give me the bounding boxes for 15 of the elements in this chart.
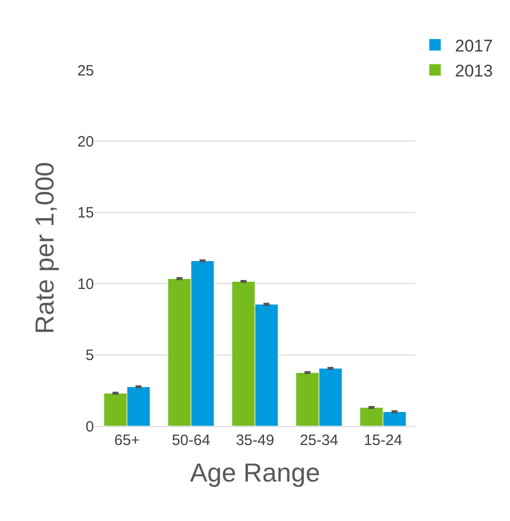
y-axis-title: Rate per 1,000 — [30, 162, 60, 334]
x-tick-label: 35-49 — [236, 432, 274, 449]
y-tick-label: 25 — [77, 62, 94, 80]
x-axis-title: Age Range — [190, 458, 320, 488]
legend-label: 2013 — [455, 62, 493, 81]
y-tick-label: 15 — [77, 204, 94, 222]
y-tick-label: 5 — [86, 347, 94, 364]
x-tick-label: 65+ — [114, 432, 140, 449]
x-tick-label: 15-24 — [364, 432, 402, 449]
y-tick-label: 20 — [77, 133, 94, 150]
x-tick-label: 25-34 — [300, 432, 338, 449]
legend-label: 2017 — [455, 36, 493, 56]
y-tick-label: 10 — [77, 276, 94, 293]
x-tick-label: 50-64 — [172, 432, 210, 449]
y-tick-label: 0 — [86, 418, 94, 436]
